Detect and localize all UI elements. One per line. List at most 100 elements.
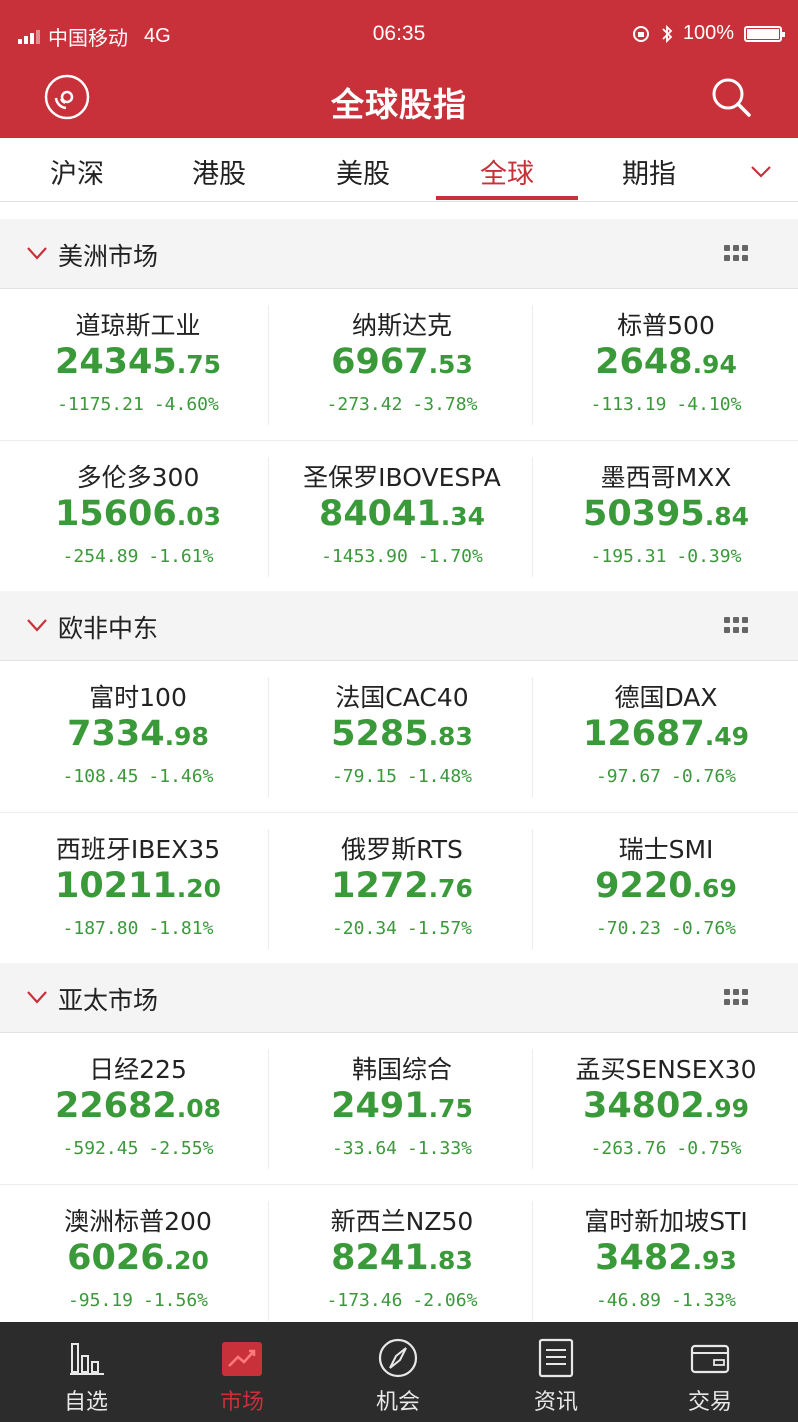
tab-futures[interactable]: 期指: [622, 159, 676, 190]
index-card[interactable]: 西班牙IBEX35 10211.20 -187.80 -1.81%: [6, 814, 270, 964]
column-divider: [268, 1201, 269, 1321]
change-percent: -1.70%: [417, 546, 483, 567]
index-card[interactable]: 瑞士SMI 9220.69 -70.23 -0.76%: [534, 814, 798, 964]
index-name: 瑞士SMI: [618, 835, 714, 864]
price-decimal: .69: [692, 874, 737, 903]
change-value: -113.19: [590, 394, 667, 415]
price-integer: 9220: [595, 866, 693, 906]
index-card[interactable]: 富时新加坡STI 3482.93 -46.89 -1.33%: [534, 1186, 798, 1336]
index-change: -70.23 -0.76%: [534, 918, 798, 939]
grid-view-icon[interactable]: [724, 245, 748, 263]
orientation-lock-icon: [632, 25, 649, 42]
network-type: 4G: [144, 25, 171, 47]
index-card[interactable]: 道琼斯工业 24345.75 -1175.21 -4.60%: [6, 290, 270, 440]
index-card[interactable]: 德国DAX 12687.49 -97.67 -0.76%: [534, 662, 798, 812]
section-header-americas[interactable]: 美洲市场: [0, 219, 798, 289]
price-integer: 7334: [67, 714, 165, 754]
status-right: 100%: [631, 22, 785, 45]
price-integer: 50395: [582, 494, 705, 534]
change-percent: -3.78%: [412, 394, 478, 415]
index-name: 韩国综合: [351, 1055, 452, 1084]
section-header-asia-pacific[interactable]: 亚太市场: [0, 963, 798, 1033]
change-value: -1175.21: [57, 394, 144, 415]
change-value: -263.76: [590, 1138, 667, 1159]
signal-icon: [18, 29, 40, 44]
section-title: 欧非中东: [58, 614, 159, 643]
bottom-tab-bar: 自选 市场 机会 资讯 交易: [0, 1322, 798, 1422]
index-name: 标普500: [617, 311, 715, 340]
price-integer: 10211: [54, 866, 177, 906]
bluetooth-icon: [662, 24, 673, 43]
tab-hushen[interactable]: 沪深: [50, 159, 104, 190]
section-header-emea[interactable]: 欧非中东: [0, 591, 798, 661]
tabbar-item-opportunity[interactable]: 机会: [318, 1322, 478, 1422]
index-change: -79.15 -1.48%: [270, 766, 534, 787]
tab-us-stocks[interactable]: 美股: [336, 159, 390, 190]
chevron-down-icon: [27, 247, 47, 260]
index-name: 孟买SENSEX30: [575, 1055, 757, 1084]
change-percent: -1.48%: [407, 766, 473, 787]
index-change: -1453.90 -1.70%: [270, 546, 534, 567]
tabbar-item-watchlist[interactable]: 自选: [6, 1322, 166, 1422]
change-value: -273.42: [326, 394, 403, 415]
tab-hk-stocks[interactable]: 港股: [192, 159, 246, 190]
tabbar-item-news[interactable]: 资讯: [476, 1322, 636, 1422]
index-change: -592.45 -2.55%: [6, 1138, 270, 1159]
tab-global[interactable]: 全球: [480, 159, 534, 190]
market-tabs: 沪深 港股 美股 全球 期指: [0, 138, 798, 202]
index-card[interactable]: 俄罗斯RTS 1272.76 -20.34 -1.57%: [270, 814, 534, 964]
index-change: -108.45 -1.46%: [6, 766, 270, 787]
change-percent: -4.10%: [676, 394, 742, 415]
index-card[interactable]: 圣保罗IBOVESPA 84041.34 -1453.90 -1.70%: [270, 442, 534, 592]
index-name: 新西兰NZ50: [330, 1207, 474, 1236]
index-card[interactable]: 标普500 2648.94 -113.19 -4.10%: [534, 290, 798, 440]
index-name: 富时新加坡STI: [584, 1207, 748, 1236]
row-divider: [0, 1184, 798, 1185]
index-change: -195.31 -0.39%: [534, 546, 798, 567]
index-name: 西班牙IBEX35: [55, 835, 221, 864]
price-integer: 3482: [595, 1238, 693, 1278]
price-decimal: .20: [164, 1246, 209, 1275]
change-percent: -1.46%: [148, 766, 214, 787]
change-percent: -1.57%: [407, 918, 473, 939]
index-name: 德国DAX: [614, 683, 718, 712]
index-price: 15606.03: [6, 494, 270, 534]
tabbar-item-trade[interactable]: 交易: [630, 1322, 790, 1422]
index-card[interactable]: 墨西哥MXX 50395.84 -195.31 -0.39%: [534, 442, 798, 592]
change-value: -97.67: [595, 766, 661, 787]
index-card[interactable]: 新西兰NZ50 8241.83 -173.46 -2.06%: [270, 1186, 534, 1336]
grid-view-icon[interactable]: [724, 989, 748, 1007]
disc-icon[interactable]: [42, 72, 92, 122]
column-divider: [268, 457, 269, 577]
price-decimal: .08: [176, 1094, 222, 1123]
change-percent: -0.75%: [676, 1138, 742, 1159]
index-card[interactable]: 富时100 7334.98 -108.45 -1.46%: [6, 662, 270, 812]
tabbar-item-market[interactable]: 市场: [162, 1322, 322, 1422]
change-value: -108.45: [62, 766, 139, 787]
index-card[interactable]: 韩国综合 2491.75 -33.64 -1.33%: [270, 1034, 534, 1184]
price-decimal: .75: [176, 350, 222, 379]
search-icon[interactable]: [708, 74, 754, 120]
index-card[interactable]: 多伦多300 15606.03 -254.89 -1.61%: [6, 442, 270, 592]
index-card[interactable]: 澳洲标普200 6026.20 -95.19 -1.56%: [6, 1186, 270, 1336]
chevron-down-icon[interactable]: [748, 158, 774, 184]
column-divider: [532, 305, 533, 425]
index-card[interactable]: 法国CAC40 5285.83 -79.15 -1.48%: [270, 662, 534, 812]
index-card[interactable]: 孟买SENSEX30 34802.99 -263.76 -0.75%: [534, 1034, 798, 1184]
nav-bar: 全球股指: [0, 60, 798, 138]
change-value: -79.15: [331, 766, 397, 787]
active-tab-indicator: [436, 196, 578, 200]
column-divider: [532, 457, 533, 577]
index-name: 圣保罗IBOVESPA: [303, 463, 501, 492]
price-decimal: .34: [440, 502, 486, 531]
index-card[interactable]: 纳斯达克 6967.53 -273.42 -3.78%: [270, 290, 534, 440]
index-card[interactable]: 日经225 22682.08 -592.45 -2.55%: [6, 1034, 270, 1184]
change-percent: -0.39%: [676, 546, 742, 567]
grid-view-icon[interactable]: [724, 617, 748, 635]
index-price: 5285.83: [270, 714, 534, 754]
price-decimal: .03: [176, 502, 222, 531]
index-name: 法国CAC40: [335, 683, 469, 712]
price-decimal: .99: [704, 1094, 750, 1123]
row-divider: [0, 812, 798, 813]
price-decimal: .94: [692, 350, 737, 379]
